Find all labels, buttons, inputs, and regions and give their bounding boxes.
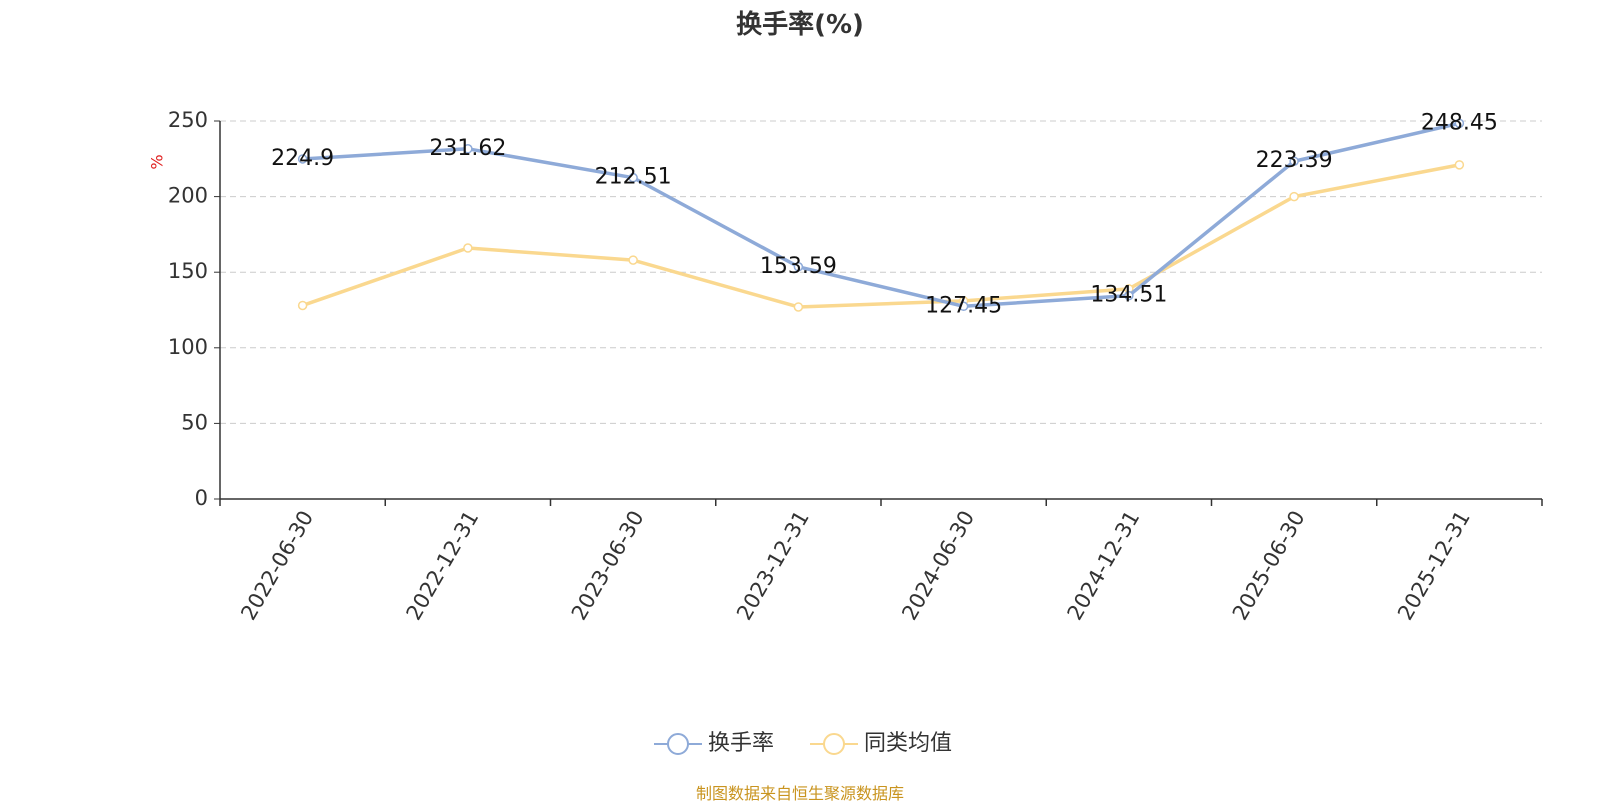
y-tick-label: 150 (168, 259, 208, 283)
y-axis-unit-label: % (148, 154, 167, 169)
data-point (1289, 156, 1299, 166)
series-lines (297, 118, 1465, 312)
data-label: 127.45 (925, 293, 1002, 318)
legend-marker-icon (823, 733, 845, 755)
data-point (1124, 290, 1134, 301)
legend-marker-icon (667, 733, 689, 755)
legend[interactable]: 换手率 同类均值 (654, 731, 952, 756)
series-line-peer-average (302, 163, 1460, 309)
data-point (1454, 160, 1465, 170)
data-label: 153.59 (760, 254, 837, 279)
x-tick-label: 2025-12-31 (1393, 507, 1475, 625)
data-labels: 224.9 231.62 212.51 153.59 127.45 134.51 223.3… (271, 110, 1498, 318)
y-tick-label: 0 (195, 486, 208, 510)
x-tick-label: 2022-12-31 (402, 507, 484, 625)
data-label: 223.39 (1256, 148, 1333, 173)
data-point (463, 144, 473, 154)
data-point (1454, 118, 1465, 129)
data-point (628, 172, 638, 183)
axes: 0 50 100 150 200 250 2022-06-30 2022-12-31 2023-… (168, 108, 1543, 625)
x-tick-label: 2023-12-31 (732, 507, 814, 625)
y-tick-label: 250 (168, 108, 208, 132)
x-tick-label: 2022-06-30 (236, 507, 318, 625)
chart-title: 换手率(%) (736, 10, 864, 40)
data-point (297, 154, 308, 164)
legend-label: 同类均值 (864, 731, 952, 756)
data-label: 134.51 (1090, 283, 1167, 308)
grid-lines (220, 120, 1542, 424)
data-label: 212.51 (595, 165, 672, 190)
data-label: 224.9 (271, 146, 334, 171)
series-line-turnover (302, 121, 1460, 309)
x-tick-label: 2024-12-31 (1063, 507, 1145, 625)
data-point (958, 301, 969, 312)
x-tick-label: 2024-06-30 (897, 507, 979, 625)
x-tick-label: 2025-06-30 (1228, 507, 1310, 625)
data-point (628, 255, 638, 265)
legend-item-peer-average[interactable]: 同类均值 (810, 731, 952, 756)
data-label: 231.62 (429, 136, 506, 161)
legend-label: 换手率 (708, 731, 774, 756)
y-tick-label: 200 (168, 184, 208, 208)
data-label: 248.45 (1421, 110, 1498, 135)
x-tick-label: 2023-06-30 (567, 507, 649, 625)
legend-item-turnover[interactable]: 换手率 (654, 731, 774, 756)
data-point (793, 262, 804, 272)
y-tick-label: 100 (168, 335, 208, 359)
data-point (793, 302, 804, 312)
y-tick-label: 50 (181, 410, 208, 434)
data-point (1289, 191, 1299, 202)
data-point (297, 300, 308, 311)
data-point (463, 243, 473, 253)
data-source-note: 制图数据来自恒生聚源数据库 (695, 784, 904, 803)
